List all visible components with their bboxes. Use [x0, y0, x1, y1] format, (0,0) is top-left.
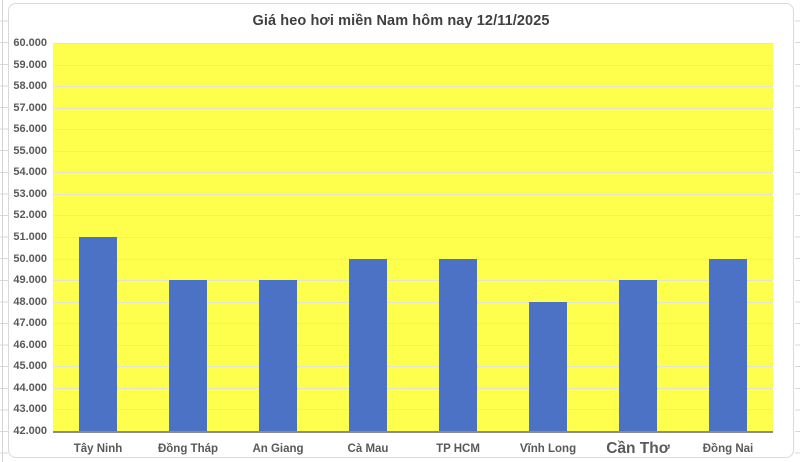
- bar-an-giang[interactable]: [259, 280, 297, 431]
- gridline: [53, 193, 773, 195]
- gridline: [53, 237, 773, 238]
- gridline: [53, 43, 773, 44]
- gridline: [53, 107, 773, 109]
- gridline: [53, 387, 773, 389]
- gridline: [53, 258, 773, 260]
- gridline: [53, 323, 773, 325]
- y-axis-tick-label: 48.000: [13, 295, 47, 308]
- x-axis-label: Vĩnh Long: [519, 443, 577, 455]
- plot-area: [53, 43, 773, 433]
- worksheet-gridlines-left: [0, 0, 8, 462]
- x-axis-label: Cà Mau: [347, 443, 389, 455]
- y-axis-tick-label: 57.000: [13, 101, 47, 114]
- x-axis-label: Tây Ninh: [73, 443, 123, 455]
- gridline: [53, 64, 773, 66]
- gridline: [53, 215, 773, 217]
- y-axis-tick-label: 47.000: [13, 317, 47, 330]
- gridline: [53, 172, 773, 174]
- bar-tây-ninh[interactable]: [79, 237, 117, 431]
- y-axis-tick-label: 52.000: [13, 209, 47, 222]
- y-axis-tick-label: 51.000: [13, 231, 47, 243]
- gridline: [53, 344, 773, 346]
- y-axis-tick-label: 50.000: [13, 252, 47, 265]
- x-axis-label: TP HCM: [436, 443, 480, 455]
- x-axis-label: Cần Thơ: [606, 440, 670, 457]
- y-axis-tick-label: 42.000: [13, 425, 47, 437]
- y-axis-tick-label: 46.000: [13, 338, 47, 351]
- bar-cà-mau[interactable]: [349, 258, 387, 431]
- bar-đồng-nai[interactable]: [709, 258, 747, 431]
- y-axis-tick-label: 54.000: [13, 166, 47, 179]
- gridline: [53, 86, 773, 88]
- chart-title: Giá heo hơi miền Nam hôm nay 12/11/2025: [252, 13, 550, 29]
- chart-object[interactable]: Giá heo hơi miền Nam hôm nay 12/11/2025 …: [8, 3, 794, 458]
- y-axis-tick-label: 53.000: [13, 187, 47, 200]
- y-axis-tick-label: 55.000: [13, 144, 47, 157]
- gridline: [53, 150, 773, 152]
- y-axis-tick-label: 45.000: [13, 360, 47, 373]
- bar-tp-hcm[interactable]: [439, 258, 477, 431]
- bar-cần-thơ[interactable]: [619, 280, 657, 431]
- gridline: [53, 129, 773, 131]
- gridline: [53, 366, 773, 368]
- y-axis-tick-label: 58.000: [13, 80, 47, 93]
- y-axis-tick-label: 44.000: [13, 381, 47, 394]
- bar-vĩnh-long[interactable]: [529, 301, 567, 431]
- y-axis-tick-label: 56.000: [13, 123, 47, 136]
- y-axis-tick-label: 59.000: [13, 58, 47, 71]
- y-axis-tick-label: 49.000: [13, 274, 47, 287]
- gridline: [53, 301, 773, 303]
- y-axis-tick-label: 43.000: [13, 403, 47, 416]
- gridline: [53, 409, 773, 411]
- gridline: [53, 280, 773, 282]
- y-axis-tick-label: 60.000: [13, 37, 47, 49]
- x-axis-label: Đồng Nai: [702, 443, 754, 455]
- x-axis-label: An Giang: [252, 443, 304, 455]
- worksheet-gridlines-right: [795, 0, 800, 462]
- x-axis-label: Đồng Tháp: [157, 443, 219, 455]
- bar-đồng-tháp[interactable]: [169, 280, 207, 431]
